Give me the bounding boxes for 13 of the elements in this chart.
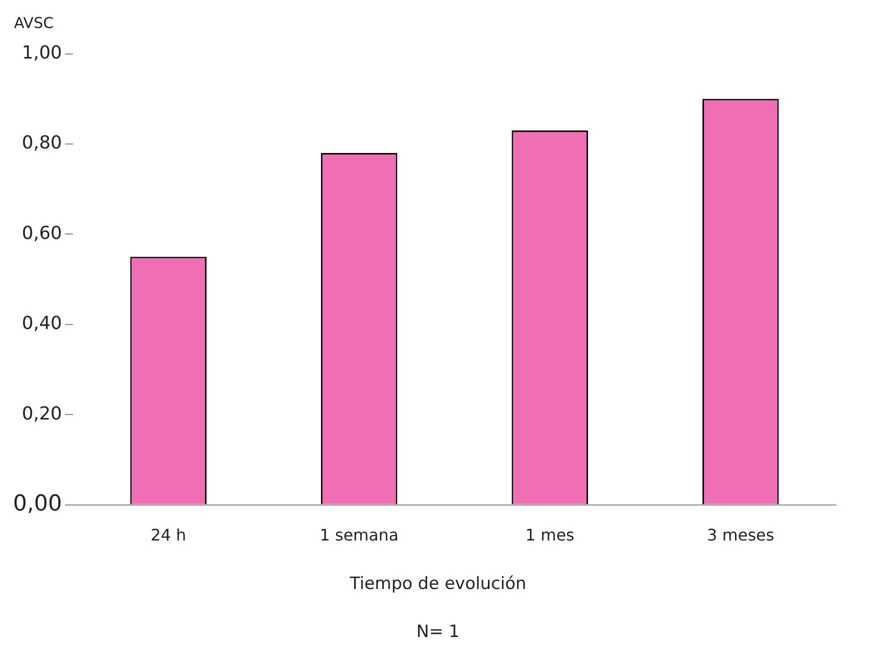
y-tick-label: 0,80 bbox=[22, 132, 62, 154]
x-tick-label: 3 meses bbox=[707, 526, 774, 545]
y-tick-label: 0,60 bbox=[22, 222, 62, 244]
text: N= 1 bbox=[415, 622, 461, 642]
y-tick-label: 1,00 bbox=[22, 42, 62, 64]
x-tick-label: 1 semana bbox=[320, 526, 399, 545]
x-tick-label: 24 h bbox=[150, 526, 186, 545]
x-tick-label: 1 mes bbox=[525, 526, 574, 545]
x-axis-title: Tiempo de evolución bbox=[348, 574, 528, 594]
y-tick-label: 0,40 bbox=[22, 313, 62, 334]
y-tick-label: 0,00 bbox=[13, 492, 62, 517]
y-axis-title: AVSC bbox=[14, 14, 54, 32]
y-tick-label: 0,20 bbox=[22, 403, 62, 424]
